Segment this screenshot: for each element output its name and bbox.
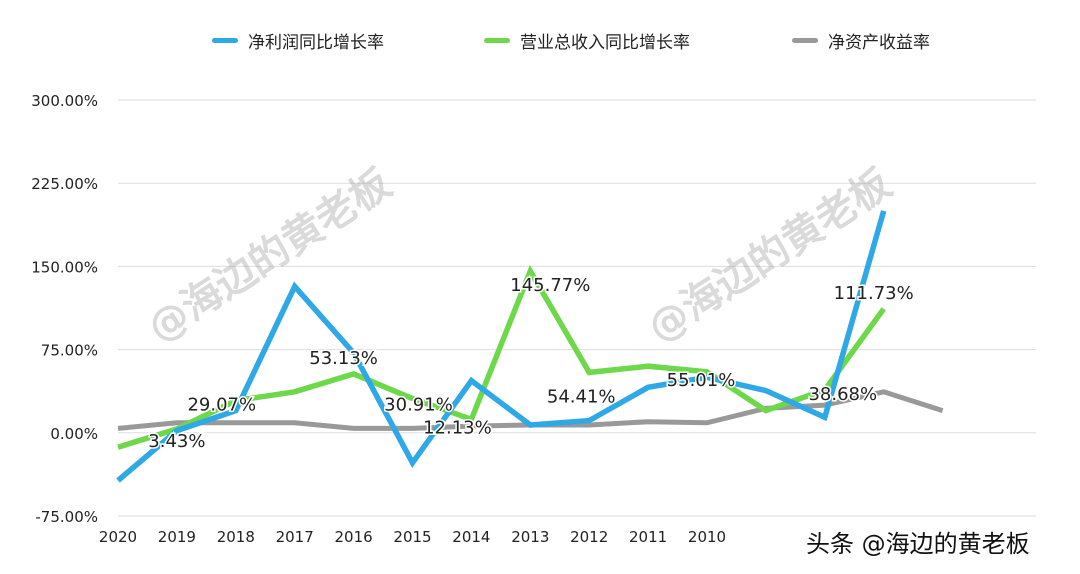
x-tick-label: 2011 [629, 528, 667, 546]
data-label: 38.68% [808, 384, 877, 405]
legend: 净利润同比增长率 营业总收入同比增长率 净资产收益率 [0, 28, 1080, 58]
x-tick-label: 2018 [217, 528, 255, 546]
data-label: 12.13% [423, 417, 492, 438]
legend-item-revenue: 营业总收入同比增长率 [484, 28, 690, 53]
y-tick-label: -75.00% [35, 508, 98, 526]
x-tick-label: 2010 [688, 528, 726, 546]
x-tick-label: 2017 [276, 528, 314, 546]
x-tick-label: 2019 [158, 528, 196, 546]
data-label: 3.43% [148, 431, 205, 452]
legend-item-roe: 净资产收益率 [792, 28, 930, 53]
legend-item-net-profit: 净利润同比增长率 [212, 28, 384, 53]
data-label: 145.77% [510, 275, 590, 296]
x-tick-label: 2020 [99, 528, 137, 546]
legend-label-revenue: 营业总收入同比增长率 [520, 33, 690, 53]
series-line-0 [116, 210, 887, 483]
y-tick-label: 0.00% [50, 425, 98, 443]
y-tick-label: 150.00% [31, 258, 98, 276]
corner-watermark: 头条 @海边的黄老板 [806, 530, 1030, 558]
data-label: 55.01% [667, 370, 736, 391]
x-tick-label: 2016 [335, 528, 373, 546]
x-tick-label: 2013 [511, 528, 549, 546]
legend-label-roe: 净资产收益率 [828, 33, 930, 53]
legend-label-net-profit: 净利润同比增长率 [248, 33, 384, 53]
data-label: 53.13% [309, 348, 378, 369]
x-tick-label: 2012 [570, 528, 608, 546]
legend-swatch-revenue [484, 38, 510, 43]
legend-swatch-net-profit [212, 38, 238, 43]
x-tick-label: 2014 [452, 528, 490, 546]
series-line-1 [117, 264, 886, 450]
legend-swatch-roe [792, 38, 818, 43]
y-tick-label: 225.00% [31, 175, 98, 193]
data-label: 29.07% [187, 395, 256, 416]
data-label: 54.41% [547, 386, 616, 407]
data-label: 30.91% [384, 395, 453, 416]
x-tick-label: 2015 [393, 528, 431, 546]
y-tick-label: 300.00% [31, 92, 98, 110]
y-tick-label: 75.00% [41, 342, 98, 360]
data-label: 111.73% [834, 283, 914, 304]
